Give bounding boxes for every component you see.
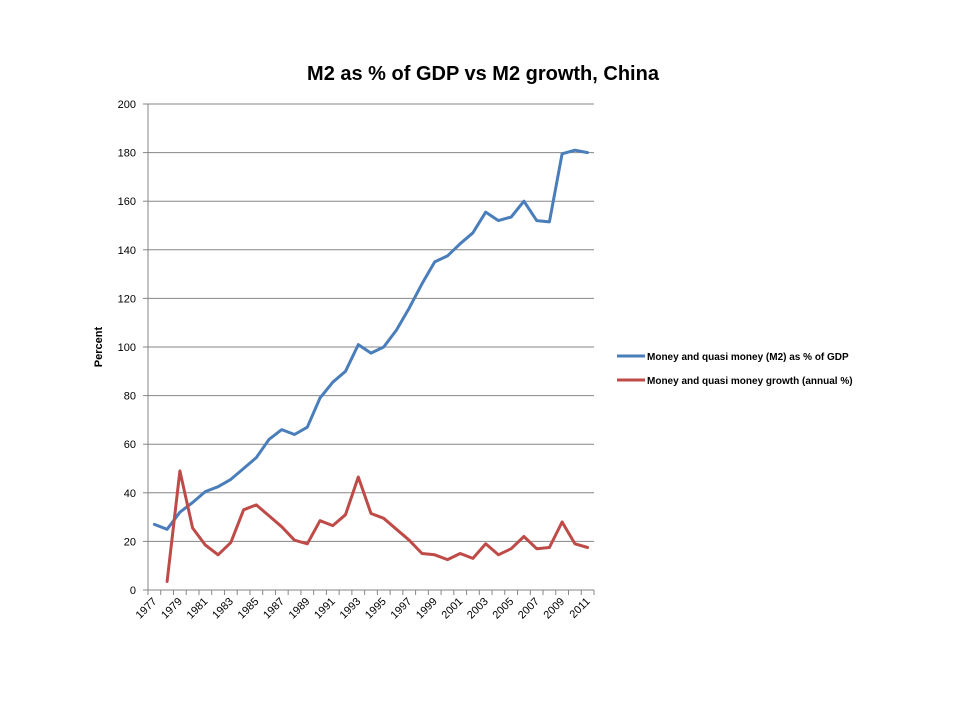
y-tick-label: 60 [124,439,136,451]
y-tick-labels: 0 20 40 60 80 100 120 140 160 180 200 [118,99,148,597]
y-tick-label: 80 [124,391,136,403]
x-tick-label: 1993 [338,596,364,622]
series-lines [152,148,590,583]
legend-label-1: Money and quasi money (M2) as % of GDP [647,352,849,363]
y-tick-label: 140 [118,245,136,257]
series-line-2 [165,469,590,583]
y-tick-label: 200 [118,99,136,111]
x-tick-label: 2001 [440,596,466,622]
chart-title: M2 as % of GDP vs M2 growth, China [307,63,660,85]
x-tick-label: 1999 [414,596,440,622]
y-tick-label: 180 [118,148,136,160]
x-tick-label: 1995 [363,596,389,622]
y-tick-label: 120 [118,293,136,305]
y-tick-label: 100 [118,342,136,354]
x-tick-label: 1983 [210,596,236,622]
gridlines [148,103,594,542]
x-tick-label: 2005 [490,596,516,622]
x-tick-label: 1979 [159,596,185,622]
x-tick-label: 2011 [568,596,593,621]
axes [147,104,594,591]
y-tick-label: 0 [130,585,136,597]
y-tick-label: 40 [124,488,136,500]
y-tick-label: 160 [118,196,136,208]
x-tick-label: 2009 [541,596,567,622]
x-tick-label: 1977 [134,596,160,622]
y-axis-label: Percent [93,326,105,367]
x-tick-label: 1987 [261,596,287,622]
x-tick-label: 1989 [287,596,313,622]
x-tick-label: 1981 [185,596,211,622]
legend-label-2: Money and quasi money growth (annual %) [647,376,853,387]
x-tick-label: 2007 [516,596,542,622]
x-tick-label: 1991 [312,596,338,622]
x-tick-label: 1985 [236,596,262,622]
series-line-1 [152,148,590,531]
x-tick-label: 2003 [465,596,491,622]
x-tick-label: 1997 [389,596,415,622]
y-tick-label: 20 [124,536,136,548]
x-tick-labels: 1977 1979 1981 1983 1985 1987 1989 1991 1993 1995… [134,590,595,622]
legend: Money and quasi money (M2) as % of GDP Mo… [617,352,853,387]
